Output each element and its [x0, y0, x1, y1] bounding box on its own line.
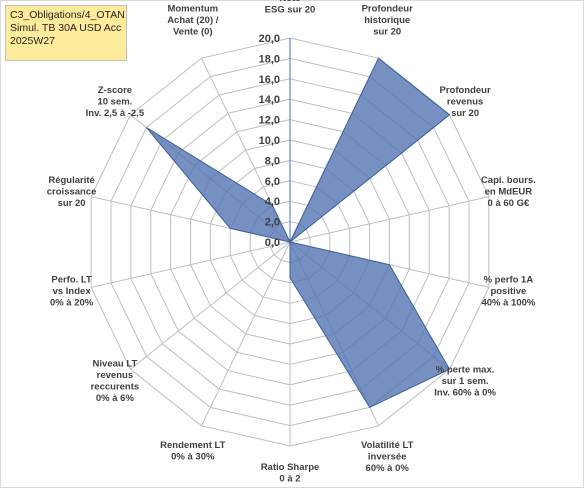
- tick-label: 6,0: [265, 176, 280, 188]
- tick-label: 20,0: [259, 33, 280, 45]
- axis-label-line: Vente (0): [173, 27, 213, 38]
- axis-label-line: Capi. bours.: [481, 175, 536, 186]
- axis-label-line: reccurents: [91, 382, 140, 393]
- tick-label: 0,0: [265, 237, 280, 249]
- axis-label-line: Inv. 2,5 à -2,5: [86, 108, 145, 119]
- axis-label-line: sur 1 sem.: [442, 376, 489, 387]
- axis-label-line: Inv. 60% à 0%: [434, 387, 496, 398]
- axis-label-line: revenus: [447, 97, 483, 108]
- axis-label-line: Momentum: [167, 4, 218, 15]
- tick-label: 4,0: [265, 196, 280, 208]
- title-line-2: Simul. TB 30A USD Acc: [10, 22, 122, 34]
- axis-label-line: sur 20: [373, 27, 401, 38]
- axis-label-line: Achat (20) /: [167, 15, 219, 26]
- tick-label: 16,0: [259, 74, 280, 86]
- radar-grid: [90, 37, 490, 447]
- axis-label-line: % perte max.: [436, 364, 495, 375]
- axis-label-line: Note: [279, 0, 300, 4]
- axis-label-line: positive: [490, 286, 526, 297]
- axis-label-line: sur 20: [451, 108, 479, 119]
- axis-label-line: Niveau LT: [93, 359, 138, 370]
- axis-label-line: historique: [364, 15, 410, 26]
- tick-label: 12,0: [259, 115, 280, 127]
- axis-label-line: Perfo. LT: [51, 275, 92, 286]
- tick-label: 10,0: [259, 135, 280, 147]
- axis-label-line: Profondeur: [362, 4, 413, 15]
- axis-label-line: 0% à 20%: [50, 298, 94, 309]
- chart-title-box: C3_Obligations/4_OTAN Simul. TB 30A USD …: [5, 5, 127, 61]
- axis-label-line: en MdEUR: [485, 186, 533, 197]
- axis-label-line: Régularité: [48, 175, 94, 186]
- tick-label: 14,0: [259, 94, 280, 106]
- axis-label-line: Z-score: [98, 85, 132, 96]
- tick-label: 8,0: [265, 155, 280, 167]
- axis-label-line: Rendement LT: [160, 440, 225, 451]
- grid-spoke: [289, 196, 490, 243]
- series-area: [146, 57, 451, 409]
- grid-spoke: [130, 241, 291, 370]
- axis-label-line: sur 20: [58, 198, 86, 209]
- axis-label-line: Volatilité LT: [361, 440, 414, 451]
- axis-label-line: 0% à 6%: [96, 393, 135, 404]
- title-line-1: C3_Obligations/4_OTAN: [10, 9, 125, 21]
- axis-label-line: 0 à 60 G€: [488, 198, 530, 209]
- radar-series-layer: [146, 57, 451, 409]
- axis-label-line: % perfo 1A: [484, 275, 534, 286]
- axis-label-line: ESG sur 20: [265, 5, 316, 16]
- radial-tick-labels: 0,0 2,0 4,0 6,0 8,0 10,0 12,0 14,0 16,0 18,0 20,0: [259, 33, 280, 249]
- tick-label: 18,0: [259, 53, 280, 65]
- axis-label-line: 10 sem.: [97, 97, 132, 108]
- axis-label-line: Ratio Sharpe: [261, 462, 320, 473]
- title-line-3: 2025W27: [10, 35, 55, 47]
- axis-label-line: croissance: [47, 186, 97, 197]
- axis-label-0: NoteESG sur 20: [265, 0, 316, 16]
- axis-label-line: revenus: [97, 370, 133, 381]
- axis-label-line: 40% à 100%: [481, 298, 535, 309]
- axis-label-line: 0 à 2: [279, 474, 300, 485]
- tick-label: 2,0: [265, 217, 280, 229]
- grid-spoke: [90, 241, 291, 288]
- axis-label-line: 60% à 0%: [366, 463, 410, 474]
- axis-label-5: % perte max.sur 1 sem.Inv. 60% à 0%: [434, 364, 496, 398]
- axis-label-8: Rendement LT0% à 30%: [160, 440, 225, 463]
- axis-label-line: inversée: [368, 451, 407, 462]
- axis-label-line: Profondeur: [439, 85, 490, 96]
- grid-spoke: [201, 241, 291, 427]
- axis-label-line: vs Index: [53, 286, 92, 297]
- axis-label-line: 0% à 30%: [171, 451, 215, 462]
